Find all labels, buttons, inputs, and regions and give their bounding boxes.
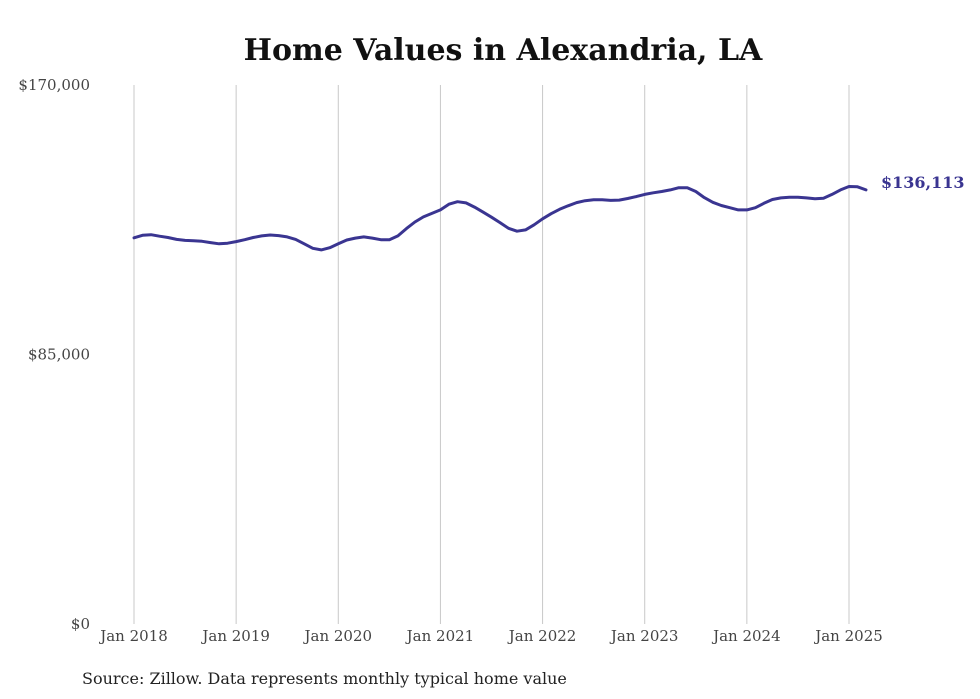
x-tick-label: Jan 2024 xyxy=(711,627,781,645)
series-area: $136,113 xyxy=(132,173,965,252)
y-tick-label: $85,000 xyxy=(28,346,90,364)
source-note: Source: Zillow. Data represents monthly … xyxy=(82,669,567,688)
end-value-label: $136,113 xyxy=(881,173,965,192)
y-axis-ticks: $0 $85,000 $170,000 xyxy=(18,76,90,633)
y-tick-label: $0 xyxy=(71,615,90,633)
x-tick-label: Jan 2019 xyxy=(200,627,270,645)
x-tick-label: Jan 2022 xyxy=(507,627,577,645)
x-axis-ticks: Jan 2018 Jan 2019 Jan 2020 Jan 2021 Jan 2022… xyxy=(98,627,883,645)
x-tick-label: Jan 2023 xyxy=(609,627,679,645)
x-tick-label: Jan 2020 xyxy=(303,627,373,645)
x-tick-label: Jan 2025 xyxy=(813,627,883,645)
y-tick-label: $170,000 xyxy=(18,76,90,94)
x-tick-label: Jan 2018 xyxy=(98,627,168,645)
series-line xyxy=(132,185,868,252)
gridlines xyxy=(133,85,850,624)
x-tick-label: Jan 2021 xyxy=(405,627,475,645)
chart-title: Home Values in Alexandria, LA xyxy=(244,33,763,68)
